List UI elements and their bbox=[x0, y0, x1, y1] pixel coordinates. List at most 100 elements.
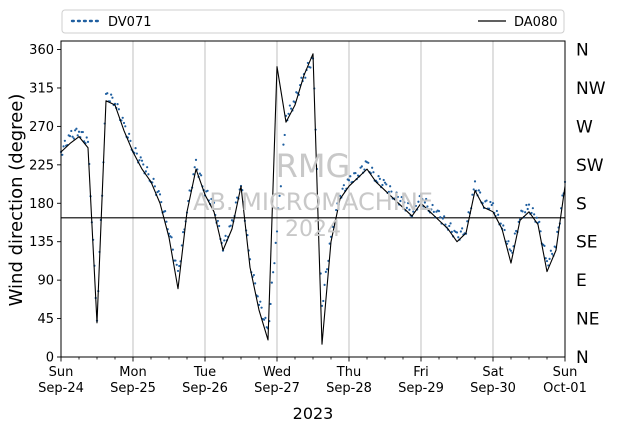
dv071-point bbox=[423, 201, 426, 204]
x-tick-label-date: Oct-01 bbox=[543, 381, 587, 396]
dv071-point bbox=[134, 147, 137, 150]
dv071-point bbox=[372, 171, 375, 174]
dv071-point bbox=[450, 230, 453, 233]
dv071-point bbox=[85, 136, 88, 139]
dv071-point bbox=[128, 132, 131, 135]
x-tick-label-date: Sep-30 bbox=[470, 381, 516, 396]
dv071-point bbox=[414, 204, 417, 208]
dv071-point bbox=[129, 139, 132, 142]
legend-box bbox=[61, 9, 565, 34]
dv071-point bbox=[551, 252, 554, 255]
dv071-point bbox=[431, 203, 434, 207]
y-tick-label: 0 bbox=[46, 351, 54, 366]
x-tick-label-date: Sep-25 bbox=[110, 381, 156, 396]
dv071-point bbox=[503, 228, 506, 232]
dv071-point bbox=[430, 208, 433, 211]
compass-label: NE bbox=[576, 310, 599, 330]
dv071-point bbox=[171, 248, 174, 251]
watermark-line-1: RMG bbox=[276, 147, 351, 185]
dv071-point bbox=[86, 140, 90, 143]
watermark-line-3: 2024 bbox=[285, 217, 341, 242]
dv071-point bbox=[300, 76, 303, 79]
dv071-point bbox=[513, 232, 516, 235]
dv071-point bbox=[178, 264, 181, 268]
compass-label: NW bbox=[576, 79, 606, 99]
dv071-point bbox=[175, 263, 178, 266]
dv071-point bbox=[223, 239, 226, 242]
y-tick-label: 45 bbox=[37, 312, 54, 327]
x-tick-label-day: Sun bbox=[49, 365, 74, 380]
dv071-point bbox=[144, 170, 147, 173]
dv071-point bbox=[158, 193, 162, 196]
dv071-point bbox=[524, 211, 527, 214]
dv071-point bbox=[165, 220, 168, 223]
dv071-point bbox=[382, 178, 385, 182]
dv071-point bbox=[68, 135, 72, 138]
dv071-point bbox=[535, 216, 538, 219]
dv071-point bbox=[444, 223, 447, 226]
dv071-point bbox=[111, 96, 114, 99]
dv071-point bbox=[417, 200, 420, 203]
dv071-point bbox=[198, 172, 201, 175]
dv071-point bbox=[117, 108, 120, 111]
dv071-point bbox=[283, 133, 286, 137]
grid-lines bbox=[132, 41, 494, 357]
dv071-point bbox=[383, 181, 387, 184]
compass-label: S bbox=[576, 194, 587, 214]
dv071-point bbox=[548, 257, 551, 261]
dv071-point bbox=[182, 231, 185, 234]
dv071-point bbox=[521, 210, 524, 213]
dv071-point bbox=[457, 236, 460, 239]
dv071-point bbox=[206, 189, 209, 192]
da080-line bbox=[60, 53, 566, 345]
dv071-point bbox=[336, 202, 339, 205]
compass-label: E bbox=[576, 271, 587, 291]
dv071-point bbox=[405, 206, 408, 209]
x-tick-label-day: Sat bbox=[482, 365, 503, 380]
dv071-point bbox=[439, 216, 442, 219]
dv071-point bbox=[342, 184, 345, 187]
legend: DV071 DA080 bbox=[61, 9, 565, 34]
dv071-point bbox=[180, 244, 183, 247]
dv071-point bbox=[320, 304, 324, 307]
dv071-point bbox=[403, 201, 406, 204]
dv071-point bbox=[63, 139, 66, 142]
x-tick-label-day: Tue bbox=[193, 365, 216, 380]
dv071-point bbox=[485, 199, 488, 202]
dv071-point bbox=[489, 200, 492, 204]
dv071-point bbox=[157, 190, 160, 193]
dv071-point bbox=[116, 103, 119, 106]
dv071-point bbox=[110, 93, 113, 96]
dv071-point bbox=[170, 236, 173, 239]
dv071-point bbox=[459, 230, 462, 233]
dv071-point bbox=[389, 185, 392, 188]
dv071-point bbox=[61, 153, 64, 156]
dv071-point bbox=[324, 270, 327, 273]
dv071-point bbox=[216, 219, 219, 223]
x-tick-label-day: Sun bbox=[553, 365, 578, 380]
dv071-point bbox=[479, 191, 482, 194]
dv071-point bbox=[288, 104, 291, 107]
x-tick-label-day: Mon bbox=[119, 365, 146, 380]
plot-frame bbox=[60, 40, 566, 358]
dv071-point bbox=[309, 66, 312, 69]
dv071-point bbox=[282, 143, 285, 146]
y-tick-label: 135 bbox=[29, 235, 54, 250]
compass-label: N bbox=[576, 348, 589, 368]
dv071-point bbox=[538, 220, 541, 223]
dv071-point bbox=[455, 231, 459, 234]
x-tick-label-date: Sep-27 bbox=[254, 381, 300, 396]
legend-label-da080: DA080 bbox=[514, 15, 558, 30]
dv071-point bbox=[74, 129, 77, 132]
dv071-point bbox=[449, 222, 452, 225]
dv071-point bbox=[122, 121, 126, 125]
watermark: RMG AB. MICROMACHINE 2024 bbox=[193, 147, 433, 242]
y-tick-label: 90 bbox=[37, 274, 54, 289]
dv071-point bbox=[124, 125, 127, 128]
dv071-point bbox=[477, 189, 480, 192]
dv071-point bbox=[381, 183, 384, 187]
dv071-point bbox=[72, 137, 75, 140]
dv071-point bbox=[418, 194, 421, 198]
dv071-point bbox=[412, 210, 415, 213]
dv071-point bbox=[502, 224, 505, 227]
